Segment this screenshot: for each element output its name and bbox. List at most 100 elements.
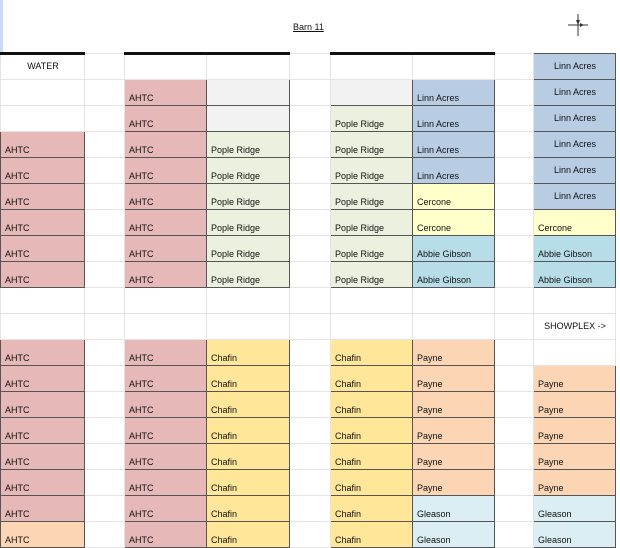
grid-cell[interactable] [330,287,413,314]
grid-cell[interactable]: Linn Acres [533,105,616,132]
grid-cell[interactable]: Linn Acres [412,105,495,132]
grid-cell[interactable] [494,131,534,158]
grid-cell[interactable]: AHTC [0,339,85,366]
grid-cell[interactable]: AHTC [124,235,207,262]
grid-cell[interactable]: AHTC [124,469,207,496]
grid-cell[interactable] [0,79,85,106]
grid-cell[interactable]: Pople Ridge [206,209,290,236]
grid-cell[interactable]: Chafin [330,495,413,522]
grid-cell[interactable] [206,79,290,106]
grid-cell[interactable]: Chafin [330,443,413,470]
grid-cell[interactable] [330,52,413,80]
grid-cell[interactable]: AHTC [124,157,207,184]
grid-cell[interactable] [289,391,331,418]
grid-cell[interactable] [84,105,125,132]
grid-cell[interactable]: Chafin [206,495,290,522]
grid-cell[interactable]: Linn Acres [533,157,616,184]
grid-cell[interactable] [84,157,125,184]
grid-cell[interactable] [84,417,125,444]
grid-cell[interactable]: AHTC [124,183,207,210]
grid-cell[interactable]: Pople Ridge [330,261,413,288]
grid-cell[interactable]: AHTC [0,261,85,288]
grid-cell[interactable]: AHTC [124,339,207,366]
grid-cell[interactable]: Pople Ridge [206,183,290,210]
grid-cell[interactable] [84,79,125,106]
grid-cell[interactable]: Chafin [206,391,290,418]
grid-cell[interactable] [289,417,331,444]
grid-cell[interactable]: Linn Acres [412,131,495,158]
grid-cell[interactable]: AHTC [124,417,207,444]
grid-cell[interactable]: Abbie Gibson [533,235,616,262]
grid-cell[interactable] [494,105,534,132]
grid-cell[interactable] [289,79,331,106]
grid-cell[interactable] [289,261,331,288]
grid-cell[interactable] [494,365,534,392]
grid-cell[interactable]: Gleason [533,521,616,548]
grid-cell[interactable] [330,79,413,106]
grid-cell[interactable] [494,79,534,106]
grid-cell[interactable] [494,235,534,262]
grid-cell[interactable]: WATER [0,52,85,80]
grid-cell[interactable]: Chafin [206,443,290,470]
grid-cell[interactable] [84,469,125,496]
grid-cell[interactable]: Chafin [330,469,413,496]
grid-cell[interactable] [84,209,125,236]
grid-cell[interactable] [289,365,331,392]
grid-cell[interactable] [289,131,331,158]
grid-cell[interactable] [84,495,125,522]
grid-cell[interactable]: Chafin [206,469,290,496]
grid-cell[interactable] [494,313,534,340]
grid-cell[interactable]: Gleason [412,521,495,548]
grid-cell[interactable]: Payne [412,391,495,418]
grid-cell[interactable] [494,521,534,548]
grid-cell[interactable]: Abbie Gibson [412,235,495,262]
grid-cell[interactable] [289,443,331,470]
grid-cell[interactable]: AHTC [0,443,85,470]
grid-cell[interactable]: AHTC [124,209,207,236]
grid-cell[interactable] [289,469,331,496]
grid-cell[interactable]: AHTC [0,235,85,262]
grid-cell[interactable] [289,183,331,210]
grid-cell[interactable] [289,495,331,522]
grid-cell[interactable]: Chafin [330,365,413,392]
grid-cell[interactable] [84,183,125,210]
grid-cell[interactable]: AHTC [0,365,85,392]
grid-cell[interactable]: Chafin [330,339,413,366]
grid-cell[interactable] [412,313,495,340]
grid-cell[interactable] [494,157,534,184]
grid-cell[interactable] [84,313,125,340]
grid-cell[interactable]: AHTC [124,79,207,106]
grid-cell[interactable]: Linn Acres [412,79,495,106]
grid-cell[interactable]: Pople Ridge [206,131,290,158]
grid-cell[interactable] [412,287,495,314]
grid-cell[interactable] [494,417,534,444]
grid-cell[interactable]: Linn Acres [533,131,616,158]
grid-cell[interactable] [533,339,616,366]
grid-cell[interactable] [494,391,534,418]
grid-cell[interactable]: Pople Ridge [206,261,290,288]
grid-cell[interactable] [124,287,207,314]
grid-cell[interactable] [84,521,125,548]
grid-cell[interactable]: AHTC [124,391,207,418]
grid-cell[interactable] [330,313,413,340]
grid-cell[interactable]: Chafin [330,521,413,548]
grid-cell[interactable]: AHTC [0,209,85,236]
grid-cell[interactable]: AHTC [124,521,207,548]
grid-cell[interactable] [84,287,125,314]
grid-cell[interactable]: AHTC [124,261,207,288]
grid-cell[interactable]: Pople Ridge [330,157,413,184]
grid-cell[interactable]: Chafin [206,417,290,444]
grid-cell[interactable] [289,339,331,366]
grid-cell[interactable] [0,105,85,132]
grid-cell[interactable]: Gleason [412,495,495,522]
grid-cell[interactable] [494,339,534,366]
grid-cell[interactable]: Chafin [330,391,413,418]
grid-cell[interactable]: AHTC [0,417,85,444]
grid-cell[interactable] [84,443,125,470]
grid-cell[interactable] [533,287,616,314]
grid-cell[interactable] [206,287,290,314]
grid-cell[interactable]: Payne [533,391,616,418]
grid-cell[interactable]: Payne [412,365,495,392]
grid-cell[interactable]: Chafin [206,365,290,392]
grid-cell[interactable]: Cercone [412,183,495,210]
